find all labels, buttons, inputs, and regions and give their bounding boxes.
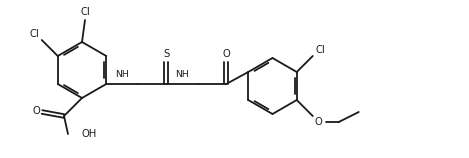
Text: NH: NH <box>175 70 189 79</box>
Text: OH: OH <box>81 129 96 139</box>
Text: Cl: Cl <box>30 29 39 39</box>
Text: S: S <box>163 49 169 59</box>
Text: O: O <box>315 117 323 127</box>
Text: Cl: Cl <box>316 45 325 55</box>
Text: NH: NH <box>115 70 129 79</box>
Text: Cl: Cl <box>80 7 90 17</box>
Text: O: O <box>32 106 40 116</box>
Text: O: O <box>222 49 230 59</box>
